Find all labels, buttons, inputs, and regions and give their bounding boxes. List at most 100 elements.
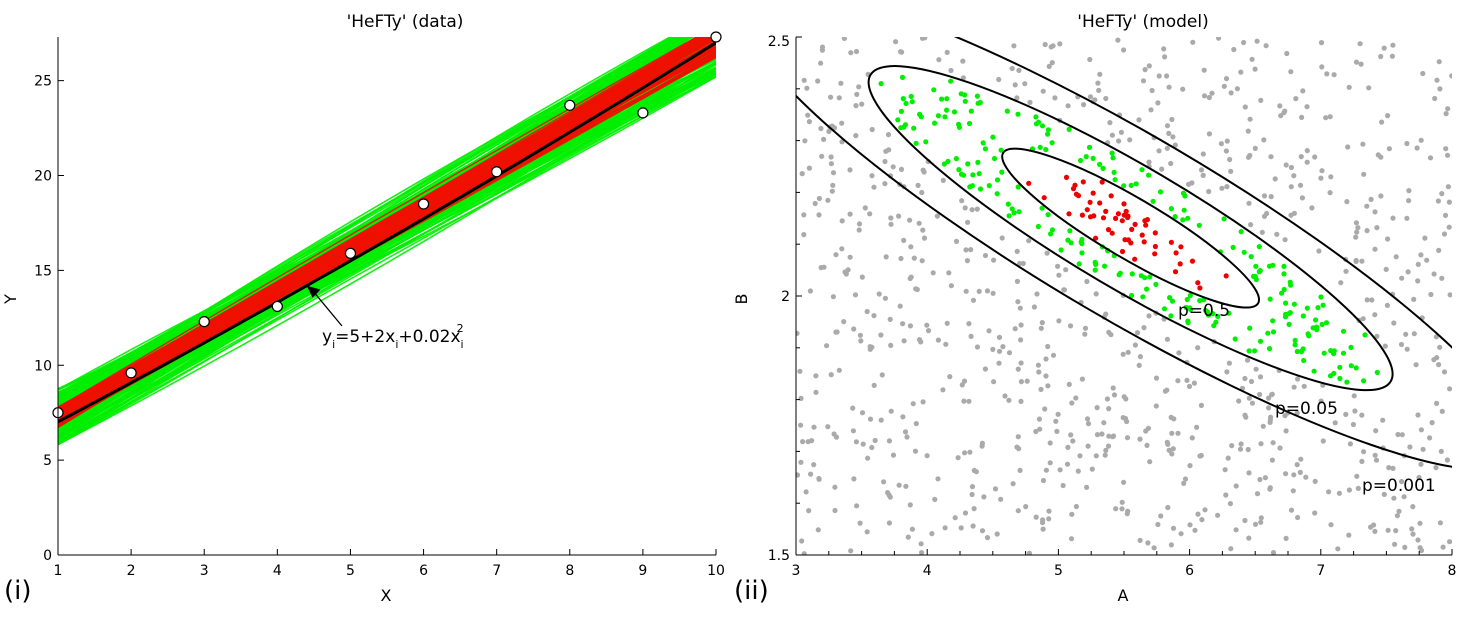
acceptable-point — [1331, 370, 1337, 376]
acceptable-point — [918, 114, 924, 120]
rejected-point — [828, 94, 834, 100]
rejected-point — [918, 541, 924, 547]
rejected-point — [818, 125, 824, 132]
rejected-point — [984, 535, 991, 541]
rejected-point — [1158, 513, 1164, 519]
rejected-point — [968, 333, 974, 339]
acceptable-point — [1362, 332, 1368, 338]
rejected-point — [1269, 391, 1275, 397]
rejected-point — [1105, 443, 1112, 449]
rejected-point — [1394, 513, 1400, 519]
rejected-point — [867, 211, 873, 217]
rejected-point — [976, 288, 982, 294]
rejected-point — [1248, 222, 1254, 228]
rejected-point — [887, 316, 893, 322]
acceptable-point — [1210, 311, 1216, 317]
rejected-point — [818, 265, 824, 271]
rejected-point — [886, 492, 892, 498]
rejected-point — [1233, 483, 1239, 489]
rejected-point — [1201, 93, 1208, 99]
rejected-point — [904, 434, 910, 440]
rejected-point — [1226, 360, 1232, 366]
rejected-point — [1298, 456, 1304, 462]
rejected-point — [799, 171, 805, 177]
acceptable-point — [1340, 350, 1347, 356]
rejected-point — [916, 337, 923, 343]
rejected-point — [1070, 438, 1076, 444]
rejected-point — [808, 471, 814, 477]
rejected-point — [805, 112, 811, 118]
rejected-point — [851, 476, 857, 482]
rejected-point — [1166, 84, 1172, 90]
rejected-point — [973, 469, 980, 475]
red-fit-line — [58, 37, 716, 424]
rejected-point — [1346, 532, 1352, 538]
rejected-point — [913, 421, 919, 427]
rejected-point — [1409, 526, 1415, 532]
rejected-point — [1295, 376, 1301, 382]
rejected-point — [1222, 467, 1228, 473]
acceptable-point — [1180, 217, 1186, 223]
rejected-point — [1077, 453, 1083, 459]
data-y-tick-label: 10 — [34, 358, 52, 374]
rejected-point — [1372, 312, 1378, 318]
rejected-point — [1015, 434, 1021, 440]
rejected-point — [1319, 168, 1325, 174]
rejected-point — [1358, 61, 1364, 67]
good-point — [1079, 212, 1085, 218]
rejected-point — [1396, 508, 1402, 514]
data-x-tick-label: 9 — [638, 563, 647, 579]
acceptable-point — [902, 122, 909, 128]
rejected-point — [1198, 167, 1205, 173]
good-point — [1093, 235, 1099, 241]
rejected-point — [1446, 199, 1452, 205]
acceptable-point — [951, 109, 958, 115]
acceptable-point — [1184, 296, 1190, 303]
acceptable-point — [1188, 306, 1194, 313]
data-x-label: X — [381, 586, 392, 605]
rejected-point — [819, 44, 826, 50]
rejected-point — [1288, 69, 1294, 75]
rejected-point — [1297, 182, 1304, 188]
rejected-point — [971, 506, 977, 512]
data-x-tick-label: 10 — [707, 563, 725, 579]
rejected-point — [963, 247, 969, 253]
rejected-point — [1056, 272, 1062, 278]
rejected-point — [1291, 384, 1297, 390]
rejected-point — [1435, 198, 1441, 204]
rejected-point — [1047, 460, 1053, 466]
rejected-point — [1442, 212, 1449, 218]
rejected-point — [1121, 479, 1127, 485]
data-y-ticks: 0 5 10 15 20 25 — [34, 74, 64, 564]
rejected-point — [1014, 95, 1020, 101]
rejected-point — [881, 479, 887, 485]
rejected-point — [1247, 116, 1253, 122]
acceptable-point — [1353, 365, 1359, 371]
red-fit-line — [58, 37, 698, 409]
rejected-point — [1445, 106, 1451, 112]
rejected-point — [1127, 137, 1133, 143]
acceptable-point — [913, 140, 919, 146]
contour-label-p0001: p=0.001 — [1362, 476, 1436, 496]
acceptable-point — [1301, 357, 1307, 364]
rejected-point — [1225, 455, 1231, 461]
acceptable-point — [1252, 348, 1258, 354]
rejected-point — [991, 257, 997, 263]
acceptable-point — [1066, 126, 1072, 132]
rejected-point — [936, 57, 942, 63]
acceptable-point — [1248, 254, 1254, 260]
rejected-point — [1360, 141, 1366, 147]
rejected-point — [799, 538, 805, 544]
acceptable-point — [1185, 320, 1191, 326]
rejected-point — [1116, 138, 1122, 144]
acceptable-point — [956, 121, 962, 127]
rejected-point — [1364, 297, 1370, 303]
acceptable-point — [1033, 114, 1039, 120]
acceptable-point — [1172, 214, 1178, 220]
data-point — [417, 198, 430, 210]
rejected-point — [1399, 478, 1405, 485]
acceptable-point — [1110, 155, 1116, 161]
acceptable-point — [953, 156, 960, 162]
data-point — [637, 107, 649, 119]
